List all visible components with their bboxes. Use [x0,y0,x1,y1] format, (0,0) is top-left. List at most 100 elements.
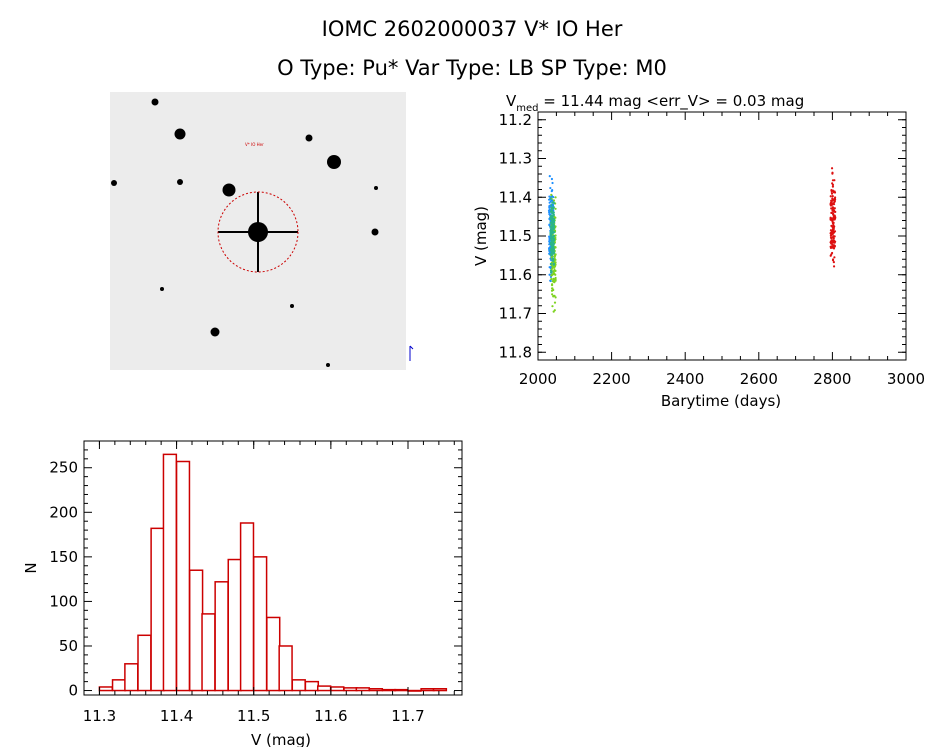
lc-xtick-label: 2400 [666,370,704,388]
lc-point [830,167,834,170]
lc-point [550,232,553,235]
star [151,98,159,106]
hist-xtick-label: 11.5 [237,707,270,725]
lc-point [552,199,556,202]
hist-xtick-label: 11.4 [160,707,193,725]
lc-point [832,221,835,224]
lc-point [831,246,834,249]
hist-bar [111,679,127,692]
lc-point [550,210,553,213]
lc-point [829,236,833,239]
lc-xlabel: Barytime (days) [661,392,781,410]
lc-point [551,226,554,229]
lc-point [552,288,555,292]
hist-bar [316,685,332,692]
lc-point [551,214,555,218]
compass-icon [409,345,414,361]
lc-point [550,271,553,274]
lc-point [833,235,836,238]
lc-point [832,212,835,215]
hist-bar [98,686,114,692]
lc-point [551,189,554,192]
lc-point [831,179,835,182]
star [374,186,378,190]
lc-point [552,202,556,205]
lc-point [552,310,555,313]
target-label: V* IO Her [245,142,264,147]
hist-xtick-label: 11.6 [314,707,347,725]
lc-point [550,283,554,286]
lc-point [553,278,557,281]
hist-ytick-label: 100 [49,592,78,610]
lc-point [834,196,837,199]
chart-title-line2: O Type: Pu* Var Type: LB SP Type: M0 [277,56,667,80]
lc-point [549,279,552,283]
lc-point [830,224,833,227]
lc-point [549,262,552,266]
hist-bar [330,686,345,692]
lc-point [552,220,556,223]
lc-point [551,273,554,276]
hist-bar [214,581,229,692]
lc-point [554,253,557,256]
lc-point [550,229,553,232]
hist-bar [137,634,152,692]
lc-point [551,305,554,308]
lc-point [552,207,555,210]
lc-point [832,260,835,264]
lc-point [831,197,834,200]
hist-bar [150,527,165,692]
hist-xlabel: V (mag) [251,731,311,747]
star [222,183,236,197]
lc-point [829,218,832,221]
lc-point [552,249,555,252]
hist-bar [304,680,320,692]
lc-point [831,185,835,188]
lc-ytick-label: 11.8 [499,343,532,361]
hist-ytick-label: 200 [49,503,78,521]
hist-bar [343,687,358,692]
lc-point [548,273,551,276]
hist-bar [201,613,216,692]
lc-point [833,256,836,259]
lc-point [831,209,834,212]
diffraction-spike [257,192,259,272]
hist-bar [432,688,448,692]
lc-point [551,201,554,204]
lc-point [553,266,556,269]
lc-point [549,200,552,203]
lc-point [833,241,836,244]
lc-ytick-label: 11.3 [499,150,532,168]
lc-point [550,242,553,245]
lc-point [553,301,557,304]
lc-point [548,175,551,178]
star [210,327,220,337]
lc-ytick-label: 11.2 [499,111,532,129]
lc-point [551,293,554,296]
star [290,304,294,308]
lc-ytick-label: 11.7 [499,305,532,323]
lc-point [551,251,554,255]
star [371,228,379,236]
lc-point [549,269,553,272]
star [177,179,183,185]
lc-point [829,245,832,248]
hist-ytick-label: 250 [49,459,78,477]
hist-bar [239,522,255,692]
lc-point [830,190,833,193]
hist-xtick-label: 11.7 [391,707,424,725]
lc-xtick-label: 2600 [740,370,778,388]
lc-point [832,237,835,240]
chart-title-line1: IOMC 2602000037 V* IO Her [321,17,623,41]
histogram-plot: 11.3 11.4 11.5 11.6 11.7 0 50 100 150 200 250 V (m… [22,440,463,747]
lc-point [833,245,836,248]
lc-point [830,199,833,202]
lc-point [829,195,832,198]
hist-ylabel: N [22,562,40,573]
lc-point [833,207,836,210]
lc-point [551,223,554,227]
hist-bar [394,688,409,692]
lc-ytick-label: 11.4 [499,188,532,206]
hist-xtick-label: 11.3 [83,707,116,725]
